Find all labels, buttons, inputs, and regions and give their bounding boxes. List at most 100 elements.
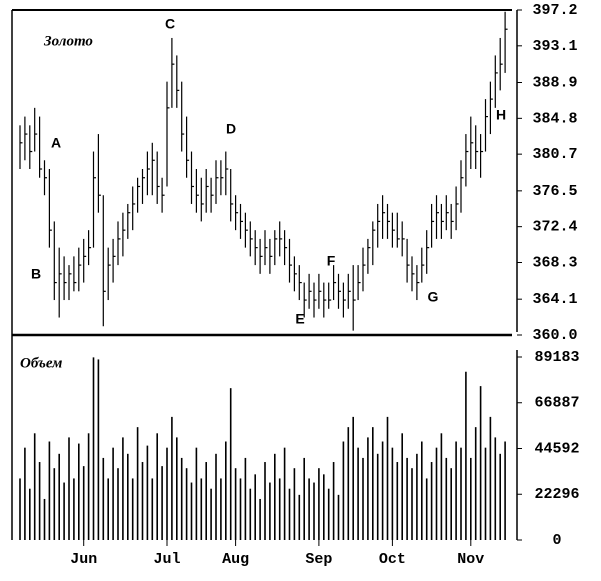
volume-bar: [161, 466, 163, 540]
volume-bar: [499, 453, 501, 540]
volume-bar: [455, 441, 457, 540]
volume-bar: [234, 468, 237, 540]
volume-bar: [112, 447, 114, 540]
volume-bar: [430, 462, 433, 540]
volume-bar: [357, 447, 359, 540]
x-tick-label: Aug: [222, 551, 249, 568]
volume-bar: [33, 433, 36, 540]
volume-bar: [19, 478, 21, 540]
volume-bar: [401, 433, 403, 540]
volume-bar: [479, 386, 482, 540]
annotation: F: [327, 253, 336, 269]
volume-bar: [278, 478, 281, 540]
x-tick-label: Jun: [70, 551, 97, 568]
volume-bar: [470, 457, 472, 540]
y-tick-label: 388.9: [532, 74, 577, 91]
volume-bar: [43, 498, 46, 540]
y-tick-label: 376.5: [532, 183, 577, 200]
y-tick-label: 89183: [534, 349, 579, 366]
volume-bar: [484, 447, 487, 540]
volume-bar: [440, 433, 443, 540]
volume-bar: [68, 437, 70, 540]
volume-bar: [342, 441, 345, 540]
volume-bar: [122, 437, 124, 540]
annotation: G: [428, 289, 439, 305]
y-tick-label: 364.1: [532, 291, 577, 308]
annotation: B: [31, 266, 41, 282]
volume-bar: [29, 488, 31, 540]
volume-bar: [332, 462, 335, 540]
volume-bar: [288, 488, 291, 540]
volume-bar: [474, 427, 477, 540]
panel-title: Объем: [20, 355, 62, 371]
volume-bar: [396, 462, 399, 540]
volume-bar: [141, 462, 144, 540]
volume-bar: [210, 488, 212, 540]
volume-bar: [411, 468, 413, 540]
volume-bar: [313, 482, 315, 540]
volume-bar: [406, 457, 408, 540]
volume-bar: [239, 478, 242, 540]
volume-bar: [146, 445, 149, 540]
volume-bar: [362, 457, 364, 540]
volume-bar: [323, 474, 325, 540]
volume-bar: [435, 447, 438, 540]
volume-bar: [176, 437, 178, 540]
volume-bar: [117, 468, 119, 540]
volume-bar: [97, 359, 100, 540]
volume-bar: [180, 457, 183, 540]
volume-bar: [489, 416, 492, 540]
volume-bar: [445, 457, 448, 540]
volume-bar: [127, 453, 129, 540]
volume-bar: [425, 478, 428, 540]
volume-bar: [465, 371, 467, 540]
volume-bar: [254, 474, 256, 540]
volume-bar: [185, 468, 188, 540]
volume-bar: [205, 462, 207, 540]
volume-bar: [229, 388, 232, 540]
volume-bar: [367, 437, 369, 540]
volume-bar: [63, 482, 65, 540]
y-tick-label: 360.0: [532, 327, 577, 344]
y-tick-label: 380.7: [532, 146, 577, 163]
annotation: A: [51, 135, 61, 151]
volume-bar: [166, 447, 168, 540]
volume-bar: [249, 488, 252, 540]
y-tick-label: 22296: [534, 486, 579, 503]
volume-bar: [386, 416, 389, 540]
volume-bar: [372, 427, 374, 540]
y-tick-label: 393.1: [532, 38, 577, 55]
volume-bar: [352, 416, 354, 540]
volume-bar: [298, 494, 301, 540]
volume-bar: [220, 478, 222, 540]
volume-bar: [24, 447, 26, 540]
panel-title: Золото: [43, 33, 93, 49]
volume-bar: [416, 453, 418, 540]
y-tick-label: 44592: [534, 440, 579, 457]
volume-bar: [87, 433, 90, 540]
volume-bar: [274, 453, 276, 540]
x-tick-label: Jul: [153, 551, 180, 568]
volume-bar: [58, 453, 60, 540]
x-tick-label: Sep: [305, 551, 332, 568]
volume-bar: [73, 478, 75, 540]
volume-bar: [259, 498, 261, 540]
volume-bar: [293, 468, 296, 540]
y-tick-label: 66887: [534, 395, 579, 412]
annotation: D: [226, 121, 236, 137]
volume-bar: [102, 457, 105, 540]
y-tick-label: 397.2: [532, 2, 577, 19]
volume-bar: [78, 443, 80, 540]
volume-bar: [376, 453, 379, 540]
volume-bar: [303, 457, 305, 540]
annotation: E: [295, 311, 304, 327]
volume-bar: [136, 427, 139, 540]
volume-bar: [347, 427, 350, 540]
volume-bar: [171, 416, 173, 540]
volume-bar: [391, 447, 394, 540]
volume-bar: [264, 462, 266, 540]
y-tick-label: 372.4: [532, 219, 577, 236]
volume-bar: [450, 468, 452, 540]
volume-bar: [460, 447, 462, 540]
